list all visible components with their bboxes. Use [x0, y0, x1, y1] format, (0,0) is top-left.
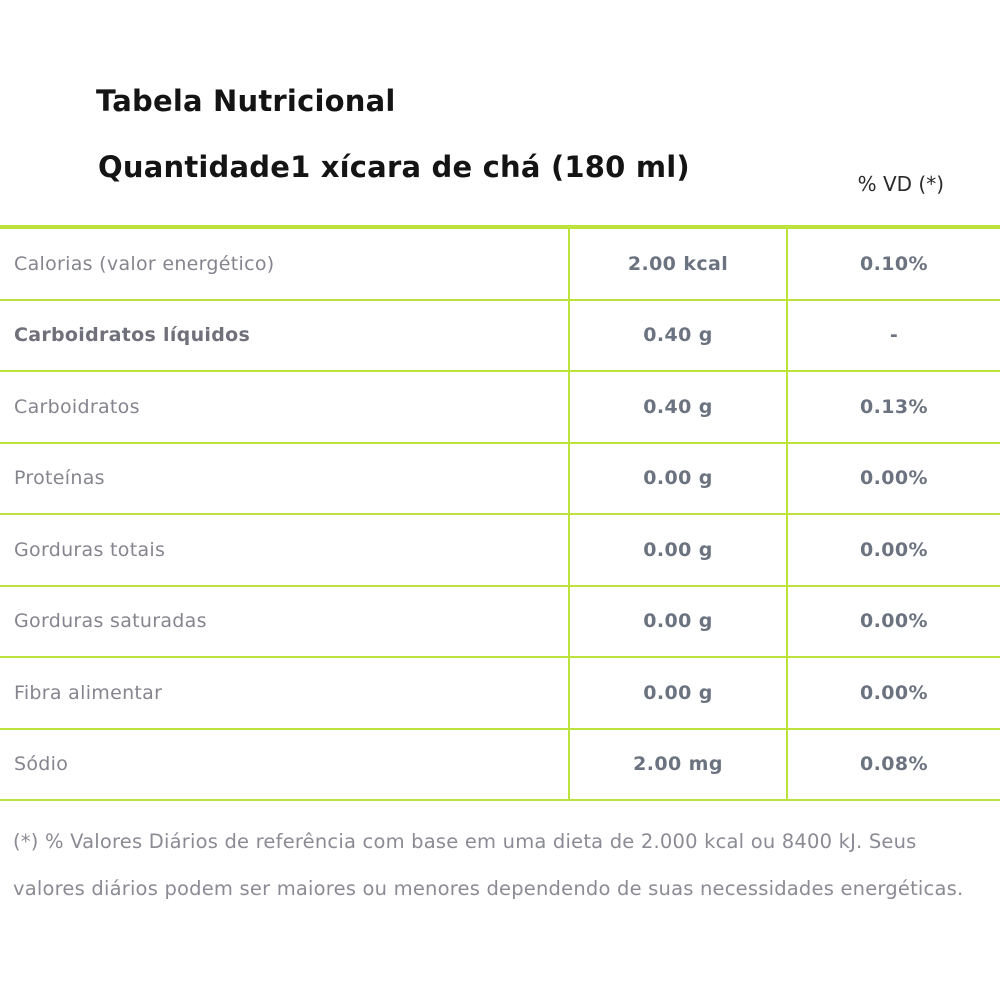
table-row: Proteínas 0.00 g 0.00% — [0, 443, 1000, 515]
table-row: Carboidratos líquidos 0.40 g - — [0, 300, 1000, 372]
table-row: Calorias (valor energético) 2.00 kcal 0.… — [0, 229, 1000, 301]
nutrient-daily-value: 0.00% — [786, 658, 1000, 728]
nutrient-amount: 2.00 mg — [568, 729, 786, 799]
nutrient-label: Gorduras totais — [14, 538, 166, 561]
table-row: Sódio 2.00 mg 0.08% — [0, 729, 1000, 801]
table-row: Gorduras saturadas 0.00 g 0.00% — [0, 586, 1000, 658]
nutrient-amount: 0.00 g — [568, 443, 786, 513]
nutrient-amount: 0.00 g — [568, 586, 786, 656]
nutrient-amount: 2.00 kcal — [568, 229, 786, 299]
nutrient-daily-value: 0.00% — [786, 586, 1000, 656]
nutrient-daily-value: 0.08% — [786, 729, 1000, 799]
daily-values-footnote: (*) % Valores Diários de referência com … — [13, 830, 964, 900]
nutrient-amount: 0.00 g — [568, 658, 786, 728]
nutrient-label: Gorduras saturadas — [14, 610, 207, 633]
nutrient-amount: 0.40 g — [568, 300, 786, 370]
serving-size-subtitle: Quantidade1 xícara de chá (180 ml) — [98, 150, 690, 184]
nutrient-daily-value: 0.00% — [786, 515, 1000, 585]
nutrient-daily-value: 0.10% — [786, 229, 1000, 299]
daily-value-column-header: % VD (*) — [857, 172, 944, 196]
nutrient-label: Calorias (valor energético) — [14, 252, 275, 275]
nutrient-label: Fibra alimentar — [14, 681, 163, 704]
nutrient-label: Proteínas — [14, 467, 105, 490]
nutrient-label: Carboidratos — [14, 395, 140, 418]
nutrient-label: Carboidratos líquidos — [14, 324, 251, 347]
nutrition-table: Calorias (valor energético) 2.00 kcal 0.… — [0, 225, 1000, 801]
nutrient-daily-value: - — [786, 300, 1000, 370]
nutrient-daily-value: 0.00% — [786, 443, 1000, 513]
nutrient-daily-value: 0.13% — [786, 372, 1000, 442]
table-row: Carboidratos 0.40 g 0.13% — [0, 372, 1000, 444]
nutrient-label: Sódio — [14, 753, 69, 776]
table-row: Gorduras totais 0.00 g 0.00% — [0, 515, 1000, 587]
table-row: Fibra alimentar 0.00 g 0.00% — [0, 658, 1000, 730]
nutrient-amount: 0.00 g — [568, 515, 786, 585]
page-title: Tabela Nutricional — [96, 84, 396, 118]
nutrient-amount: 0.40 g — [568, 372, 786, 442]
